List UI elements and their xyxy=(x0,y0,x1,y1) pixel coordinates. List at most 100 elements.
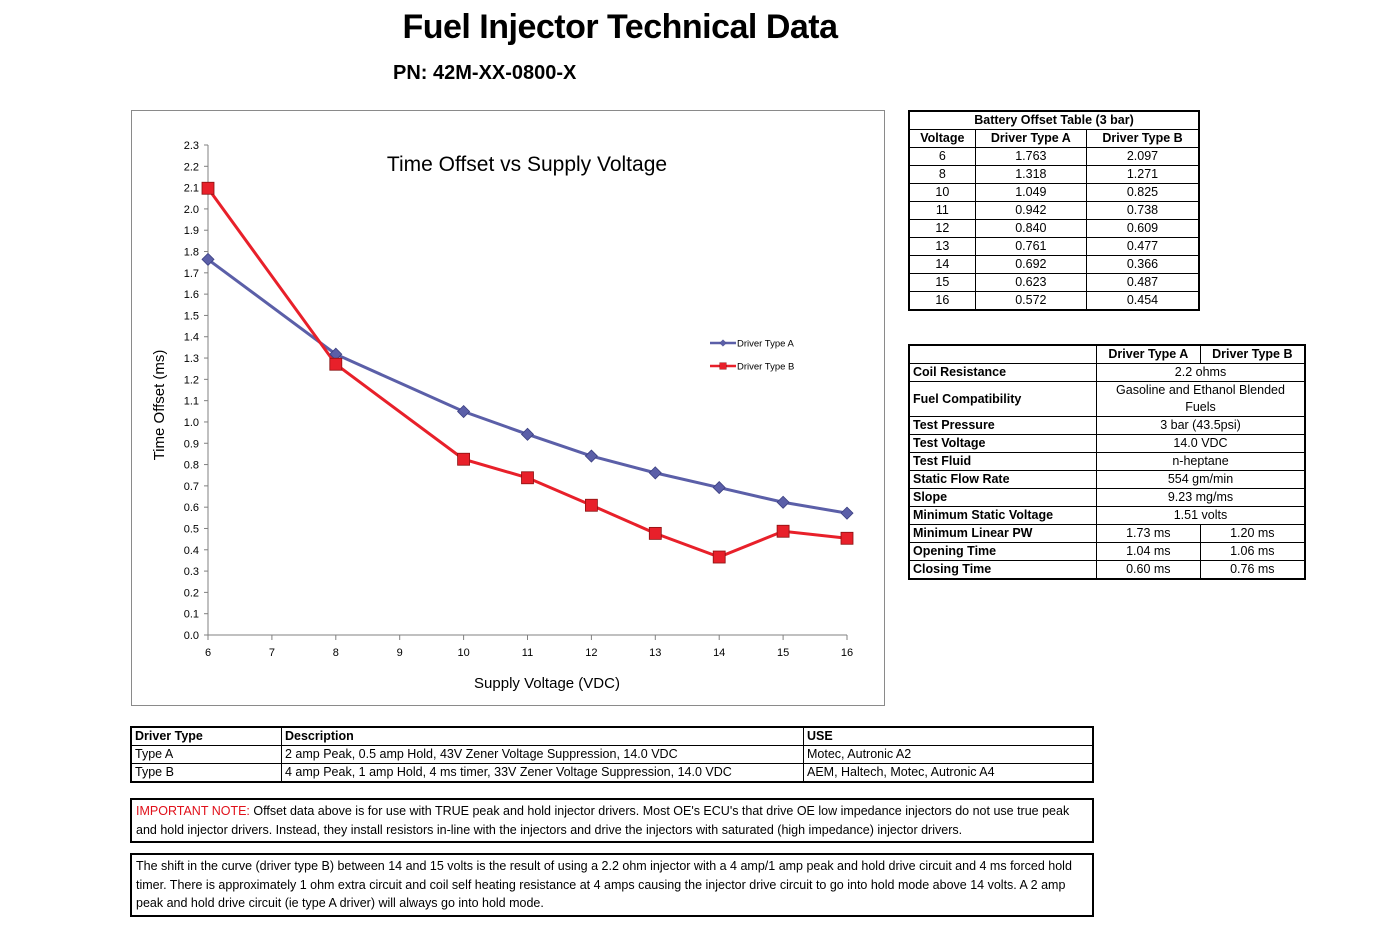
driver-type-b-line xyxy=(206,187,848,559)
table-cell: 0.366 xyxy=(1085,255,1200,274)
time-offset-chart: Time Offset vs Supply Voltage Supply Vol… xyxy=(151,140,854,692)
table-cell: 1.271 xyxy=(1085,165,1200,184)
table-cell: 0.487 xyxy=(1085,273,1200,292)
spec-row: Minimum Linear PW 1.73 ms 1.20 ms xyxy=(908,524,1306,543)
table-cell: 0.572 xyxy=(974,291,1087,311)
table-cell: 6 xyxy=(908,147,976,166)
legend: Driver Type A Driver Type B xyxy=(710,339,795,373)
battery-offset-table: Battery Offset Table (3 bar) Voltage Dri… xyxy=(908,110,1200,311)
battery-table-title: Battery Offset Table (3 bar) xyxy=(908,110,1200,130)
legend-marker-driver-type-a xyxy=(719,339,727,347)
y-tick-label: 1.2 xyxy=(184,374,199,386)
spec-value: 1.20 ms xyxy=(1199,524,1306,543)
page-title: Fuel Injector Technical Data xyxy=(402,8,838,46)
important-label: IMPORTANT NOTE: xyxy=(136,804,250,818)
spec-label: Minimum Static Voltage xyxy=(908,506,1097,525)
spec-row: Minimum Static Voltage 1.51 volts xyxy=(908,506,1306,525)
table-cell: 0.738 xyxy=(1085,201,1200,220)
driver-type-b-point xyxy=(648,526,662,540)
y-tick-label: 1.7 xyxy=(184,268,199,280)
table-cell: 15 xyxy=(908,273,976,292)
legend-label: Driver Type A xyxy=(737,339,795,350)
important-note: IMPORTANT NOTE: Offset data above is for… xyxy=(130,798,1094,843)
y-tick-label: 0.6 xyxy=(184,502,199,514)
x-tick-label: 6 xyxy=(205,647,211,659)
y-tick-label: 1.5 xyxy=(184,310,199,322)
driver-type-a-point xyxy=(457,404,471,419)
spec-label: Minimum Linear PW xyxy=(908,524,1097,543)
battery-row: 6 1.763 2.097 xyxy=(908,147,1200,166)
y-tick-label: 2.3 xyxy=(184,140,199,152)
driver-type-a-point xyxy=(201,252,215,266)
battery-row: 13 0.761 0.477 xyxy=(908,237,1200,256)
spec-value: 0.60 ms xyxy=(1096,560,1201,580)
spec-label: Slope xyxy=(908,488,1097,507)
y-tick-label: 2.0 xyxy=(184,204,199,216)
y-tick-label: 1.4 xyxy=(184,332,199,344)
spec-value: 2.2 ohms xyxy=(1096,363,1306,382)
col-header: Driver Type B xyxy=(1199,344,1306,364)
table-cell: Type A xyxy=(130,745,282,764)
spec-label: Closing Time xyxy=(908,560,1097,580)
spec-value: 14.0 VDC xyxy=(1096,434,1306,453)
col-header: Driver Type A xyxy=(1096,344,1201,364)
table-cell: 12 xyxy=(908,219,976,238)
y-axis-label: Time Offset (ms) xyxy=(151,350,168,461)
driver-type-b-point xyxy=(201,181,215,195)
table-cell: 1.763 xyxy=(974,147,1087,166)
battery-row: 12 0.840 0.609 xyxy=(908,219,1200,238)
x-tick-label: 11 xyxy=(522,647,533,659)
spec-value: 3 bar (43.5psi) xyxy=(1096,416,1306,435)
spec-value: 1.06 ms xyxy=(1199,542,1306,561)
series-layer xyxy=(201,181,854,564)
driver-type-a-point xyxy=(776,495,790,509)
table-cell: 0.477 xyxy=(1085,237,1200,256)
col-header: Driver Type xyxy=(130,726,282,746)
important-text: Offset data above is for use with TRUE p… xyxy=(136,804,1070,837)
injector-spec-table: Driver Type A Driver Type B Coil Resista… xyxy=(908,344,1306,580)
y-tick-label: 0.3 xyxy=(184,566,199,578)
col-header: Driver Type B xyxy=(1085,129,1200,148)
chart-panel: Time Offset vs Supply Voltage Supply Vol… xyxy=(131,110,885,706)
spec-corner xyxy=(909,345,1097,364)
spec-label: Opening Time xyxy=(908,542,1097,561)
y-tick-label: 1.1 xyxy=(184,396,199,408)
table-cell: 0.840 xyxy=(974,219,1087,238)
driver-type-b-point xyxy=(521,471,534,485)
y-tick-label: 1.3 xyxy=(184,353,199,365)
table-cell: 4 amp Peak, 1 amp Hold, 4 ms timer, 33V … xyxy=(281,763,804,783)
table-cell: 14 xyxy=(908,255,976,274)
y-tick-label: 1.8 xyxy=(184,247,199,259)
driver-type-a-point xyxy=(840,506,854,520)
table-cell: 10 xyxy=(908,183,976,202)
part-number: PN: 42M-XX-0800-X xyxy=(393,62,577,84)
spec-row: Slope 9.23 mg/ms xyxy=(908,488,1306,507)
driver-type-a-point xyxy=(648,466,662,480)
col-header: USE xyxy=(803,726,1094,746)
x-tick-label: 15 xyxy=(777,647,789,659)
y-tick-label: 0.7 xyxy=(184,481,199,493)
y-tick-label: 0.4 xyxy=(184,545,199,557)
x-tick-label: 12 xyxy=(585,647,597,659)
x-tick-label: 9 xyxy=(397,647,403,659)
driver-type-a-point xyxy=(712,481,726,495)
axes: 0.0 0.1 0.2 0.3 0.4 0.5 0.6 0.7 0.8 0.9 1.0 1.1 1.2 1… xyxy=(184,140,853,659)
y-tick-label: 2.2 xyxy=(184,161,199,173)
y-tick-label: 0.5 xyxy=(184,523,199,535)
spec-label: Coil Resistance xyxy=(908,363,1097,382)
table-cell: 0.825 xyxy=(1085,183,1200,202)
table-cell: Motec, Autronic A2 xyxy=(803,745,1094,764)
spec-row: Test Fluid n-heptane xyxy=(908,452,1306,471)
legend-marker-driver-type-b xyxy=(719,362,727,370)
driver-type-b-point xyxy=(457,452,471,466)
x-tick-label: 8 xyxy=(333,647,339,659)
spec-row: Test Voltage 14.0 VDC xyxy=(908,434,1306,453)
battery-row: 8 1.318 1.271 xyxy=(908,165,1200,184)
x-axis-label: Supply Voltage (VDC) xyxy=(474,675,620,692)
table-cell: 1.318 xyxy=(974,165,1087,184)
spec-value: n-heptane xyxy=(1096,452,1306,471)
y-tick-label: 2.1 xyxy=(184,183,199,195)
chart-title: Time Offset vs Supply Voltage xyxy=(387,153,667,176)
